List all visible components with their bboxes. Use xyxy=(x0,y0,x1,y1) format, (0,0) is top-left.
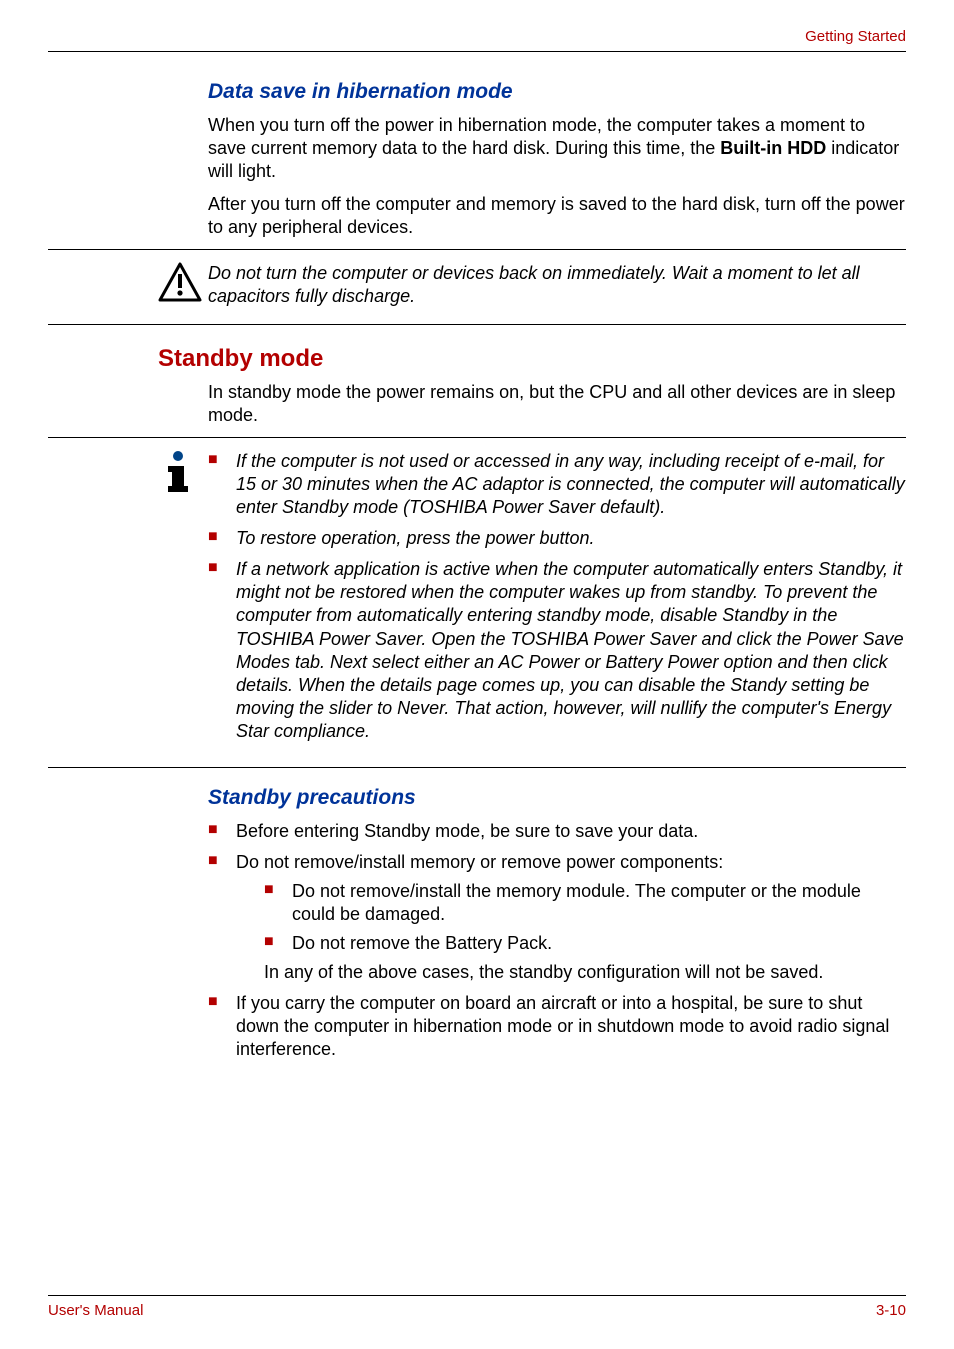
note-item-3: If a network application is active when … xyxy=(208,558,906,742)
precaution-sub-2: Do not remove the Battery Pack. xyxy=(264,932,906,955)
heading-standby-mode: Standby mode xyxy=(158,345,906,373)
warning-text: Do not turn the computer or devices back… xyxy=(208,262,906,308)
footer-left: User's Manual xyxy=(48,1302,143,1319)
heading-standby-precautions: Standby precautions xyxy=(208,786,906,810)
note-item-2: To restore operation, press the power bu… xyxy=(208,527,906,550)
header-section-label: Getting Started xyxy=(48,28,906,45)
top-rule xyxy=(48,51,906,52)
precaution-sublist: Do not remove/install the memory module.… xyxy=(236,880,906,955)
built-in-hdd-label: Built-in HDD xyxy=(720,138,826,158)
precaution-sub-tail: In any of the above cases, the standby c… xyxy=(264,961,906,984)
hibernation-para-1: When you turn off the power in hibernati… xyxy=(208,114,906,183)
precautions-list: Before entering Standby mode, be sure to… xyxy=(208,820,906,1061)
hibernation-para-2: After you turn off the computer and memo… xyxy=(208,193,906,239)
warning-icon xyxy=(48,262,208,302)
precaution-item-1: Before entering Standby mode, be sure to… xyxy=(208,820,906,843)
warning-callout: Do not turn the computer or devices back… xyxy=(48,249,906,325)
page-footer: User's Manual 3-10 xyxy=(48,1295,906,1319)
precaution-sub-1: Do not remove/install the memory module.… xyxy=(264,880,906,926)
note-item-1: If the computer is not used or accessed … xyxy=(208,450,906,519)
note-list: If the computer is not used or accessed … xyxy=(208,450,906,742)
info-icon xyxy=(48,450,208,494)
precaution-item-2: Do not remove/install memory or remove p… xyxy=(208,851,906,984)
heading-hibernation: Data save in hibernation mode xyxy=(208,80,906,104)
note-callout: If the computer is not used or accessed … xyxy=(48,437,906,767)
text: Do not remove/install memory or remove p… xyxy=(236,852,723,872)
standby-intro: In standby mode the power remains on, bu… xyxy=(208,381,906,427)
bottom-rule xyxy=(48,1295,906,1296)
precaution-item-3: If you carry the computer on board an ai… xyxy=(208,992,906,1061)
footer-right: 3-10 xyxy=(876,1302,906,1319)
